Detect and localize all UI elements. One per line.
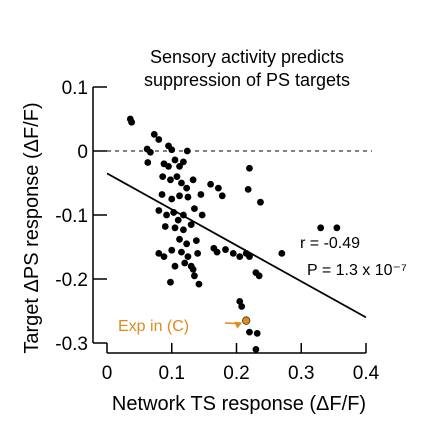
data-point <box>167 176 174 184</box>
fit-line <box>106 172 367 319</box>
data-point <box>236 298 244 305</box>
data-point <box>161 223 169 230</box>
axes <box>92 86 367 354</box>
statistics: r = -0.49 P = 1.3 x 10⁻⁷ <box>300 235 407 279</box>
data-point <box>255 272 263 280</box>
data-point <box>171 224 179 232</box>
data-point <box>176 192 183 200</box>
data-point <box>184 193 192 201</box>
data-point <box>183 147 191 155</box>
highlighted-experiment: Exp in (C) <box>118 316 251 335</box>
y-tick-label: -0.3 <box>55 334 88 355</box>
data-point <box>155 207 163 214</box>
data-point <box>238 303 246 310</box>
x-tick-label: 0 <box>102 363 113 384</box>
y-tick-label: 0 <box>77 142 88 163</box>
data-point <box>171 262 179 270</box>
data-point <box>253 330 261 337</box>
y-axis-title: Target ΔPS response (ΔF/F) <box>21 102 43 353</box>
data-point <box>176 162 183 170</box>
stat-r: r = -0.49 <box>300 235 360 252</box>
data-point <box>278 250 286 257</box>
data-point <box>246 328 253 336</box>
data-point <box>213 248 221 256</box>
data-point <box>191 272 198 280</box>
data-point <box>168 246 176 254</box>
data-point <box>128 118 136 126</box>
data-point <box>171 156 179 164</box>
data-point <box>168 195 176 203</box>
chart-title-line-1: Sensory activity predicts <box>150 47 344 67</box>
data-point <box>144 159 152 166</box>
data-point <box>159 173 167 181</box>
x-axis-title: Network TS response (ΔF/F) <box>112 393 366 415</box>
data-point <box>173 173 181 181</box>
data-point <box>195 280 203 288</box>
data-point <box>165 162 172 170</box>
data-point <box>218 192 226 200</box>
data-point <box>184 253 192 260</box>
data-point <box>187 221 195 229</box>
y-tick-label: 0.1 <box>62 78 88 99</box>
data-point <box>189 176 197 184</box>
y-tick-label: -0.1 <box>55 206 88 227</box>
x-tick-label: 0.3 <box>288 363 314 384</box>
data-point <box>207 180 215 188</box>
data-point <box>181 259 189 267</box>
data-point <box>150 130 158 138</box>
data-point <box>189 266 197 273</box>
data-point <box>158 191 166 198</box>
data-point <box>180 158 187 166</box>
data-point <box>160 253 168 260</box>
data-point <box>155 136 163 143</box>
data-point <box>246 253 253 260</box>
chart-title-line-2: suppression of PS targets <box>144 70 350 90</box>
tick-labels: 0.1 0 -0.1 -0.2 -0.3 0 0.1 0.2 0.3 0.4 <box>55 78 379 384</box>
data-point <box>222 246 229 253</box>
data-point <box>198 211 206 219</box>
data-point <box>244 186 252 193</box>
highlight-arrow-head <box>234 321 243 329</box>
data-points <box>126 115 341 353</box>
data-point <box>170 209 178 216</box>
y-tick-label: -0.2 <box>55 270 88 291</box>
data-point <box>168 146 176 154</box>
highlight-label: Exp in (C) <box>118 318 189 335</box>
data-point <box>317 224 325 232</box>
data-point <box>174 216 182 224</box>
x-tick-label: 0.2 <box>223 363 249 384</box>
data-point <box>197 191 205 198</box>
data-point <box>180 211 187 219</box>
data-point <box>191 205 198 213</box>
data-point <box>183 184 191 192</box>
data-point <box>167 278 174 286</box>
data-point <box>176 235 183 243</box>
data-point <box>252 346 260 353</box>
data-point <box>183 240 191 248</box>
data-point <box>163 211 170 219</box>
data-point <box>146 148 154 156</box>
data-point <box>229 250 237 257</box>
x-tick-label: 0.1 <box>159 363 185 384</box>
data-point <box>178 179 185 187</box>
data-point <box>194 250 202 257</box>
data-point <box>192 237 200 245</box>
highlighted-point <box>242 316 251 325</box>
regression-line <box>106 172 367 319</box>
data-point <box>178 248 185 256</box>
data-point <box>333 224 341 232</box>
data-point <box>180 226 187 234</box>
data-point <box>214 184 222 192</box>
chart-title: Sensory activity predicts suppression of… <box>144 47 350 90</box>
stat-p: P = 1.3 x 10⁻⁷ <box>307 262 407 279</box>
data-point <box>257 198 264 206</box>
data-point <box>155 250 163 257</box>
data-point <box>246 164 253 172</box>
data-point <box>236 253 244 260</box>
x-tick-label: 0.4 <box>353 363 380 384</box>
